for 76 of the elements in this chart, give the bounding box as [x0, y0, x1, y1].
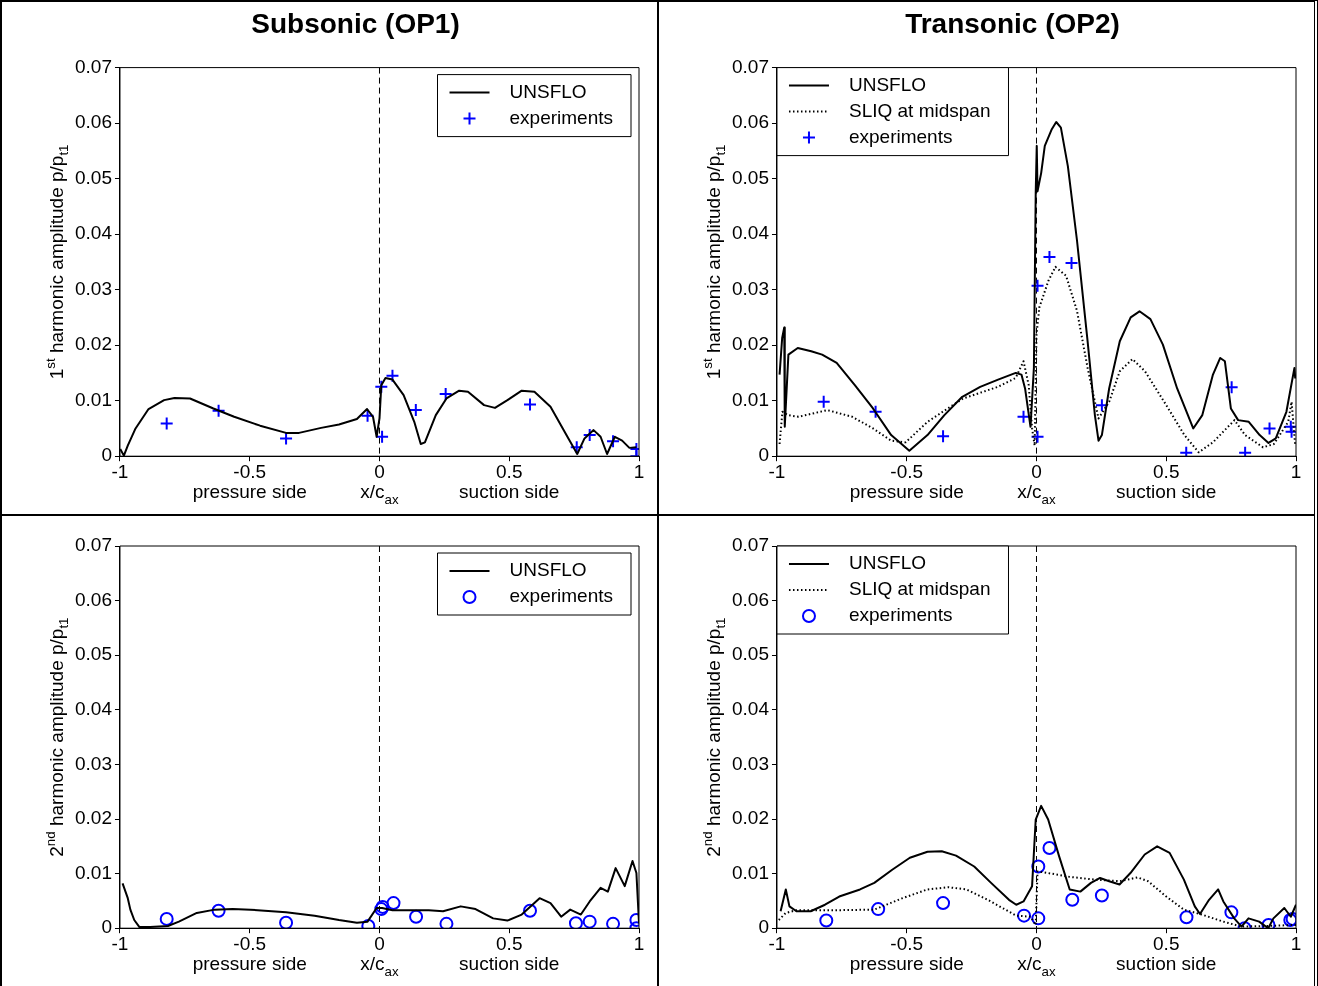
x-tick-label: 1 [1290, 932, 1302, 954]
y-tick-label: 0.06 [732, 111, 769, 133]
y-tick-label: 0.03 [75, 277, 112, 299]
x-tick-label: 1 [633, 932, 645, 954]
y-tick-label: 0 [758, 444, 769, 466]
y-tick-label: 0.04 [75, 698, 113, 720]
x-tick-label: 0.5 [1153, 932, 1180, 954]
y-tick-label: 0.01 [732, 388, 769, 410]
y-tick-label: 0.02 [75, 333, 112, 355]
legend-label: SLIQ at midspan [848, 578, 991, 600]
x-tick-label: -1 [768, 932, 786, 954]
x-tick-label: 0 [374, 932, 385, 954]
legend-label: experiments [509, 106, 614, 128]
y-tick-label: 0.06 [732, 588, 769, 610]
y-tick-label: 0.04 [75, 222, 113, 244]
x-tick-label: 0 [1031, 460, 1042, 482]
chart-title: Transonic (OP2) [905, 7, 1120, 39]
x-tick-label: 0.5 [496, 460, 523, 482]
x-tick-label: -0.5 [233, 932, 267, 954]
y-tick-label: 0.03 [75, 752, 112, 774]
y-tick-label: 0.05 [732, 643, 769, 665]
y-tick-label: 0 [101, 916, 112, 938]
legend-label: experiments [848, 125, 953, 147]
y-tick-label: 0.04 [732, 222, 770, 244]
x-tick-label: -1 [111, 932, 129, 954]
text: suction side [459, 481, 560, 503]
legend-label: experiments [848, 604, 953, 626]
y-tick-label: 0.01 [75, 388, 112, 410]
y-tick-label: 0.03 [732, 277, 769, 299]
y-tick-label: 0.01 [732, 861, 769, 883]
x-tick-label: 0.5 [496, 932, 523, 954]
y-tick-label: 0.01 [75, 861, 112, 883]
y-tick-label: 0.07 [75, 55, 112, 77]
text: suction side [459, 953, 560, 975]
y-tick-label: 0.07 [75, 534, 112, 556]
x-tick-label: 0 [374, 460, 385, 482]
x-tick-label: -0.5 [233, 460, 267, 482]
y-tick-label: 0.04 [732, 698, 770, 720]
text: pressure side [849, 481, 964, 503]
y-tick-label: 0.06 [75, 111, 112, 133]
text: suction side [1116, 953, 1217, 975]
text: pressure side [192, 481, 307, 503]
x-tick-label: -1 [768, 460, 786, 482]
y-axis-title: 2nd harmonic amplitude p/pt1 [42, 617, 72, 857]
y-tick-label: 0.07 [732, 534, 769, 556]
x-tick-label: 1 [633, 460, 645, 482]
legend-label: experiments [509, 585, 614, 607]
legend-label: UNSFLO [848, 552, 927, 574]
y-tick-label: 0.02 [732, 807, 769, 829]
text: pressure side [192, 953, 307, 975]
legend-label: SLIQ at midspan [848, 99, 991, 121]
chart-title: Subsonic (OP1) [251, 7, 460, 39]
y-axis-title: 1st harmonic amplitude p/pt1 [699, 144, 729, 380]
y-tick-label: 0 [101, 444, 112, 466]
x-tick-label: -1 [111, 460, 129, 482]
y-tick-label: 0.05 [732, 166, 769, 188]
y-tick-label: 0.02 [75, 807, 112, 829]
y-axis-title: 1st harmonic amplitude p/pt1 [42, 144, 72, 380]
y-tick-label: 0.06 [75, 588, 112, 610]
y-axis-title: 2nd harmonic amplitude p/pt1 [699, 617, 729, 857]
text: suction side [1116, 481, 1217, 503]
x-tick-label: 1 [1290, 460, 1302, 482]
y-tick-label: 0.07 [732, 55, 769, 77]
y-tick-label: 0.02 [732, 333, 769, 355]
legend-label: UNSFLO [509, 80, 587, 102]
x-tick-label: -0.5 [890, 460, 924, 482]
y-tick-label: 0.05 [75, 166, 112, 188]
y-tick-label: 0 [758, 916, 769, 938]
x-tick-label: 0 [1031, 932, 1042, 954]
x-tick-label: 0.5 [1153, 460, 1180, 482]
legend-label: UNSFLO [509, 559, 587, 581]
text: pressure side [849, 953, 964, 975]
y-tick-label: 0.05 [75, 643, 112, 665]
x-tick-label: -0.5 [890, 932, 924, 954]
y-tick-label: 0.03 [732, 752, 769, 774]
legend-label: UNSFLO [848, 73, 927, 95]
